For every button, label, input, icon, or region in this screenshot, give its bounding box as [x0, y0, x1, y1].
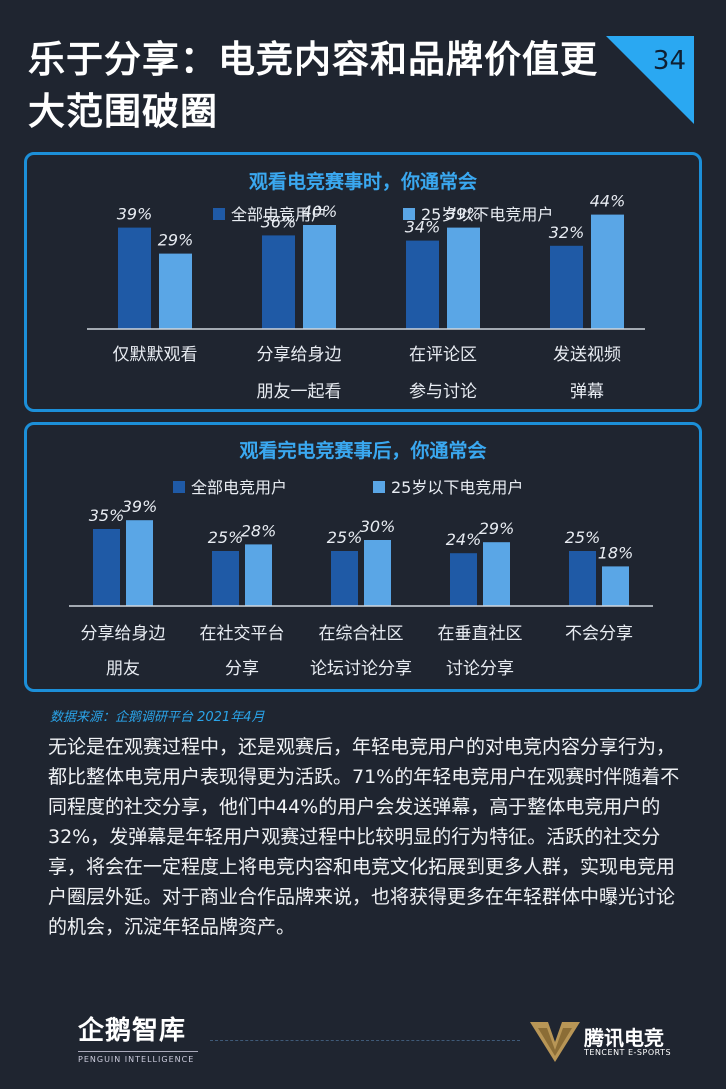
data-label: 36%	[261, 212, 297, 231]
category-label: 参与讨论	[409, 382, 477, 402]
page-number: 34	[652, 46, 686, 76]
data-label: 39%	[117, 205, 153, 224]
data-label: 44%	[590, 192, 626, 211]
legend-label: 25岁以下电竞用户	[391, 478, 523, 497]
tencent-esports-logo: 腾讯电竞 TENCENT E-SPORTS	[530, 1016, 690, 1066]
category-label: 在垂直社区	[438, 624, 523, 644]
bar	[303, 225, 336, 329]
data-label: 29%	[479, 519, 515, 538]
category-label: 朋友一起看	[257, 382, 342, 402]
category-label: 在评论区	[409, 345, 477, 365]
bar	[126, 520, 153, 606]
penguin-intelligence-logo: 企鹅智库 PENGUIN INTELLIGENCE	[78, 1010, 198, 1066]
bar	[331, 551, 358, 606]
bar	[450, 553, 477, 606]
category-label: 发送视频	[553, 345, 621, 365]
bar	[447, 227, 480, 329]
category-label: 仅默默观看	[113, 345, 198, 365]
category-label: 朋友	[106, 659, 140, 679]
logo-left-sub: PENGUIN INTELLIGENCE	[78, 1051, 198, 1064]
category-label: 不会分享	[565, 624, 633, 644]
chart-title: 观看完电竞赛事后，你通常会	[239, 439, 486, 462]
category-label: 讨论分享	[446, 659, 514, 679]
legend-swatch	[403, 208, 415, 220]
legend-label: 全部电竞用户	[191, 478, 287, 497]
bar	[591, 214, 624, 329]
chart-panel-after: 观看完电竞赛事后，你通常会全部电竞用户 25岁以下电竞用户 35% 39% 分享给身边朋…	[24, 422, 702, 692]
data-label: 39%	[446, 205, 482, 224]
logo-right-sub: TENCENT E-SPORTS	[584, 1048, 672, 1057]
category-label: 弹幕	[570, 382, 604, 402]
data-label: 35%	[89, 506, 125, 525]
tencent-esports-icon	[530, 1022, 580, 1062]
corner-triangle	[606, 36, 694, 124]
category-label: 分享给身边	[257, 345, 342, 365]
legend-label: 25岁以下电竞用户	[421, 205, 553, 224]
bar	[406, 240, 439, 329]
category-label: 在综合社区	[319, 624, 404, 644]
data-label: 34%	[405, 218, 441, 237]
bar	[93, 529, 120, 606]
data-source: 数据来源：企鹅调研平台 2021年4月	[50, 710, 265, 725]
category-label: 论坛讨论分享	[310, 659, 412, 679]
data-label: 25%	[327, 528, 363, 547]
chart-panel-during: 观看电竞赛事时，你通常会 全部电竞用户 25岁以下电竞用户 39% 29% 仅默默观看 36…	[24, 152, 702, 412]
data-label: 25%	[208, 528, 244, 547]
bar	[212, 551, 239, 606]
bar	[602, 566, 629, 606]
logo-left-text: 企鹅智库	[78, 1016, 187, 1046]
category-label: 分享	[225, 659, 259, 679]
footer-divider	[210, 1040, 520, 1041]
bar	[118, 227, 151, 329]
data-label: 28%	[241, 521, 277, 540]
legend-swatch	[173, 481, 185, 493]
data-label: 40%	[302, 202, 338, 221]
bar	[245, 544, 272, 606]
category-label: 分享给身边	[81, 624, 166, 644]
legend-swatch	[373, 481, 385, 493]
data-label: 29%	[158, 231, 194, 250]
data-label: 30%	[360, 517, 396, 536]
data-label: 32%	[549, 223, 585, 242]
bar	[483, 542, 510, 606]
legend-swatch	[213, 208, 225, 220]
data-label: 25%	[565, 528, 601, 547]
body-paragraph: 无论是在观赛过程中，还是观赛后，年轻电竞用户的对电竞内容分享行为，都比整体电竞用…	[48, 736, 680, 938]
data-label: 39%	[122, 497, 158, 516]
bar	[159, 253, 192, 329]
legend-label: 全部电竞用户	[231, 205, 327, 224]
page-title: 乐于分享：电竞内容和品牌价值更大范围破圈	[28, 38, 598, 133]
bar	[550, 245, 583, 329]
chart-title: 观看电竞赛事时，你通常会	[249, 170, 477, 193]
bar	[569, 551, 596, 606]
category-label: 在社交平台	[200, 624, 285, 644]
data-label: 18%	[598, 543, 634, 562]
bar	[364, 540, 391, 606]
bar	[262, 235, 295, 329]
data-label: 24%	[446, 530, 482, 549]
logo-right-text: 腾讯电竞	[584, 1026, 664, 1050]
